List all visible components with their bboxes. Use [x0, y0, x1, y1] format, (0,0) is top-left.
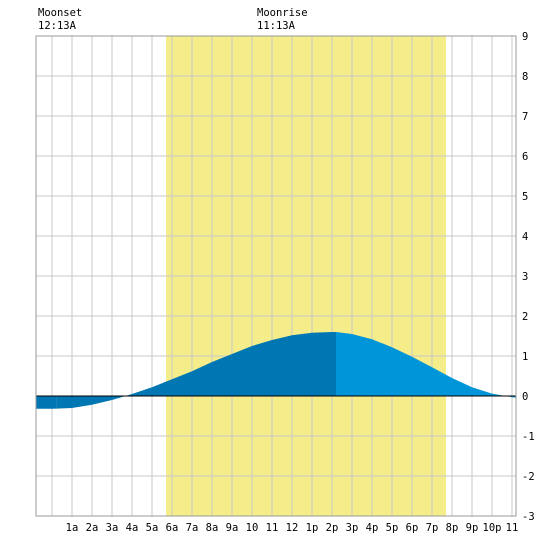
y-tick-label: 4: [522, 231, 528, 243]
x-tick-label: 5a: [146, 522, 159, 534]
x-tick-label: 5p: [386, 522, 399, 534]
x-tick-label: 3p: [346, 522, 359, 534]
x-tick-label: 2a: [86, 522, 99, 534]
x-tick-label: 12: [286, 522, 299, 534]
x-tick-label: 10: [246, 522, 259, 534]
y-tick-label: 7: [522, 111, 528, 123]
y-tick-label: -3: [522, 511, 535, 523]
x-tick-label: 7a: [186, 522, 199, 534]
x-tick-label: 11: [506, 522, 519, 534]
x-tick-label: 9a: [226, 522, 239, 534]
y-tick-label: 5: [522, 191, 528, 203]
x-tick-label: 8a: [206, 522, 219, 534]
x-tick-label: 4a: [126, 522, 139, 534]
moonset-label: Moonset: [38, 7, 82, 19]
x-tick-label: 9p: [466, 522, 479, 534]
moonrise-time: 11:13A: [257, 20, 296, 32]
y-tick-label: 2: [522, 311, 528, 323]
y-tick-label: 9: [522, 31, 528, 43]
plot-border: [35, 35, 517, 517]
x-tick-label: 3a: [106, 522, 119, 534]
x-tick-label: 4p: [366, 522, 379, 534]
x-tick-label: 8p: [446, 522, 459, 534]
x-tick-label: 6p: [406, 522, 419, 534]
x-tick-label: 7p: [426, 522, 439, 534]
y-tick-label: -1: [522, 431, 535, 443]
tide-area-rising: [56, 332, 337, 409]
x-tick-label: 1a: [66, 522, 79, 534]
x-tick-label: 1p: [306, 522, 319, 534]
y-tick-label: 3: [522, 271, 528, 283]
tide-area-moon-up: [36, 396, 57, 409]
y-tick-label: 1: [522, 351, 528, 363]
tide-area-falling: [336, 332, 516, 398]
y-tick-label: 0: [522, 391, 528, 403]
x-tick-label: 6a: [166, 522, 179, 534]
x-tick-label: 2p: [326, 522, 339, 534]
x-tick-label: 11: [266, 522, 279, 534]
y-tick-label: 8: [522, 71, 528, 83]
y-tick-label: 6: [522, 151, 528, 163]
y-tick-label: -2: [522, 471, 535, 483]
x-tick-label: 10p: [483, 522, 502, 534]
moonrise-label: Moonrise: [257, 7, 308, 19]
moonset-time: 12:13A: [38, 20, 77, 32]
